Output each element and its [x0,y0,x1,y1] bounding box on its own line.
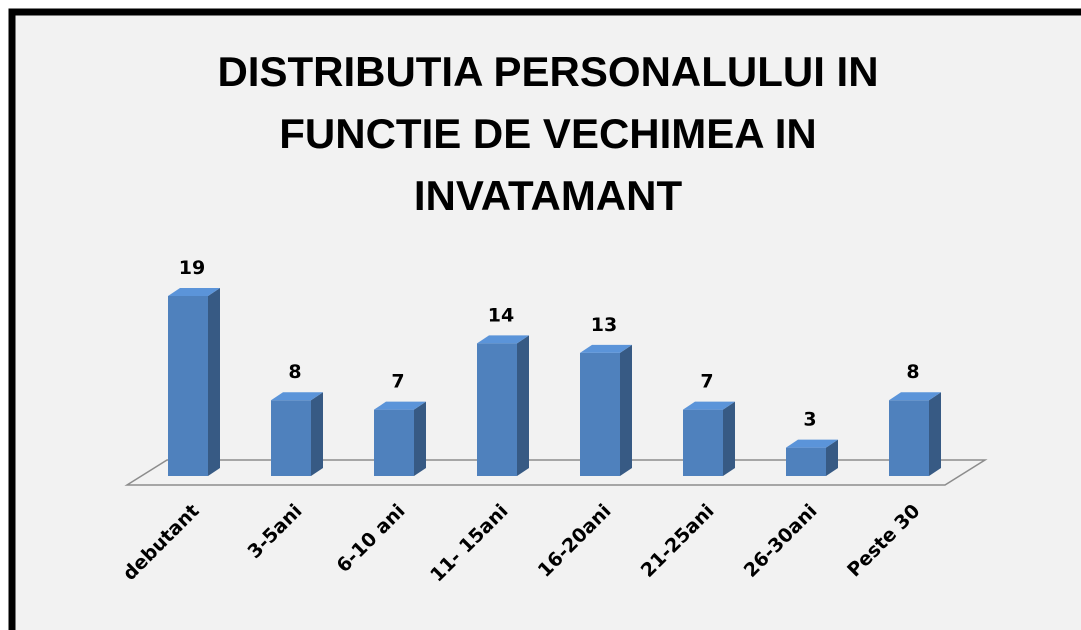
bar [477,335,529,476]
bar-side [620,344,632,476]
bar-side [311,392,323,476]
bar-top [271,392,323,401]
bar-top [580,344,632,353]
chart-title: DISTRIBUTIA PERSONALULUI IN [217,48,878,95]
bar [374,401,426,476]
data-label: 13 [591,314,617,336]
bar-front [580,352,620,476]
bar-side [517,335,529,476]
bar-front [889,400,929,476]
bar-front [374,409,414,476]
bar-side [208,288,220,476]
bar-top [889,392,941,401]
bar-top [168,288,220,296]
bar [889,392,941,476]
data-label: 8 [288,361,301,383]
bar [271,392,323,476]
bar-side [826,439,838,476]
bar-top [477,335,529,344]
bar-side [414,401,426,476]
bar-side [723,401,735,476]
data-label: 3 [803,409,816,431]
data-label: 7 [700,371,713,393]
bar-front [683,409,723,476]
bar [580,344,632,476]
bar [786,439,838,476]
chart-title: FUNCTIE DE VECHIMEA IN [279,110,816,157]
bar-front [168,296,208,476]
bar-top [683,401,735,410]
bar-top [786,439,838,448]
bar-side [929,392,941,476]
bar-front [477,343,517,476]
chart-title: INVATAMANT [414,172,683,219]
bar-front [786,447,826,476]
data-label: 19 [179,257,205,279]
data-label: 14 [488,304,514,326]
bar-top [374,401,426,410]
floor [124,459,988,486]
bar [168,288,220,476]
data-label: 8 [906,361,919,383]
data-label: 7 [391,371,404,393]
bar [683,401,735,476]
bar-front [271,400,311,476]
